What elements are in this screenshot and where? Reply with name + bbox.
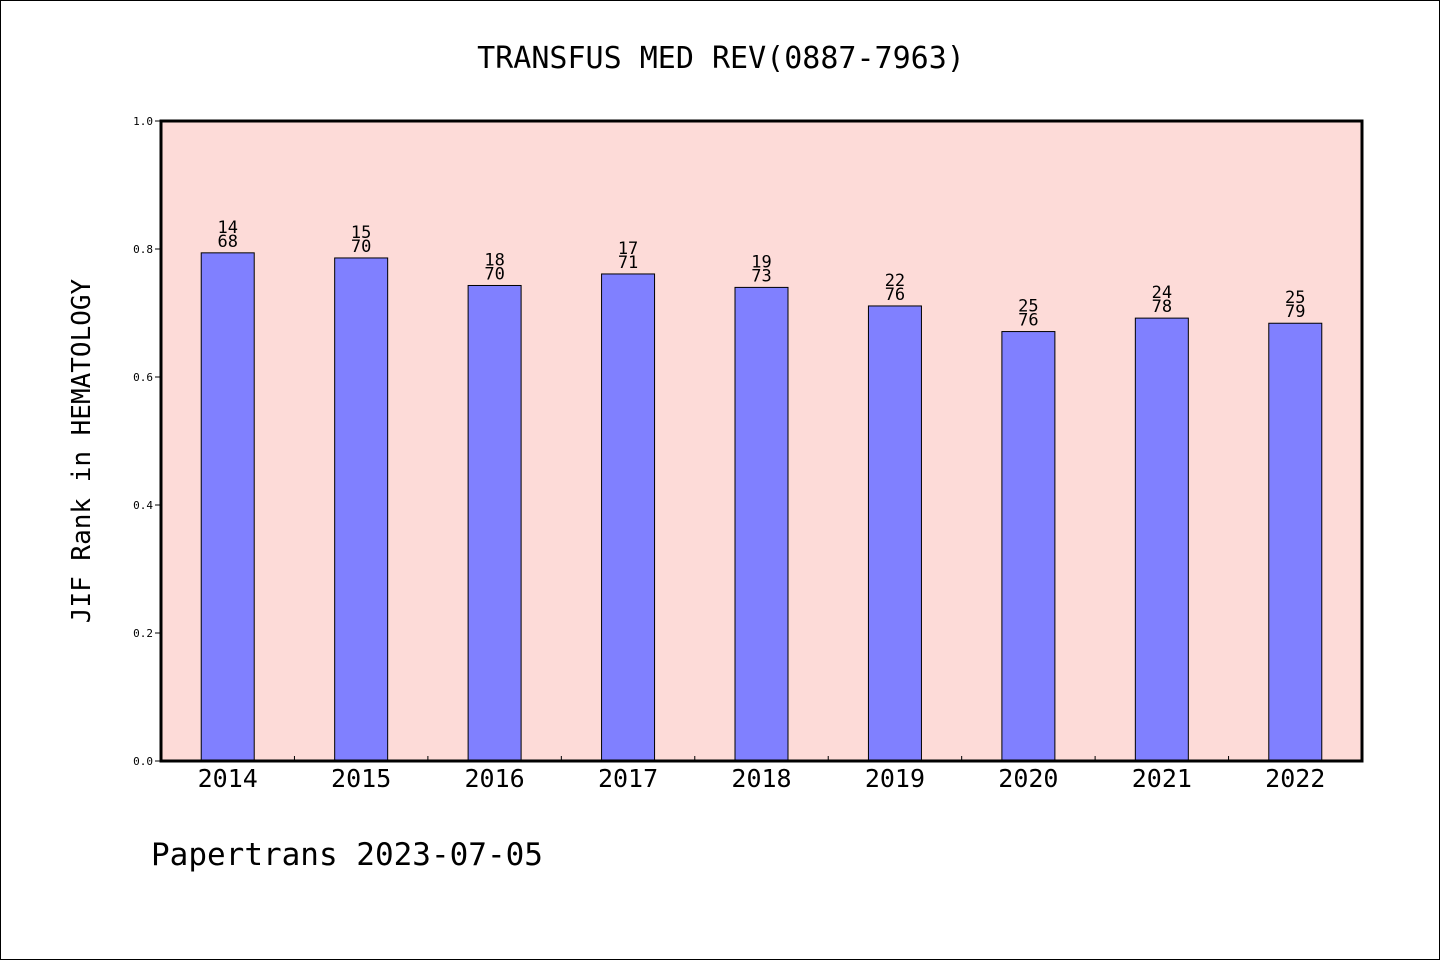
total-label: 76 [1018,311,1038,331]
rank-label: 22 [885,271,905,291]
rank-label: 15 [351,223,371,243]
total-label: 78 [1152,297,1172,317]
rank-label: 24 [1152,283,1172,303]
x-tick-label: 2018 [731,764,791,793]
total-label: 70 [484,264,504,284]
bar [601,273,656,762]
total-label: 71 [618,253,638,273]
y-tick-label: 0.0 [133,755,153,768]
rank-label: 14 [217,218,237,238]
total-label: 76 [885,285,905,305]
bar [200,252,255,762]
x-tick-label: 2021 [1132,764,1192,793]
total-label: 68 [217,232,237,252]
rank-label: 25 [1285,288,1305,308]
x-tick-label: 2022 [1265,764,1325,793]
rank-label: 17 [618,239,638,259]
y-tick-label: 0.6 [133,371,153,384]
y-tick-label: 0.2 [133,627,153,640]
rank-label: 19 [751,252,771,272]
plot-border [159,119,1364,763]
total-label: 79 [1285,302,1305,322]
chart-title: TRANSFUS MED REV(0887-7963) [477,41,965,76]
x-tick-label: 2020 [998,764,1058,793]
bars [200,252,1323,762]
total-label: 70 [351,237,371,257]
bar [334,257,389,762]
total-label: 73 [751,266,771,286]
bar [1268,322,1323,762]
rank-label: 25 [1018,297,1038,317]
y-tick-label: 1.0 [133,115,153,128]
x-tick-label: 2014 [198,764,258,793]
y-axis-label: JIF Rank in HEMATOLOGY [67,278,97,623]
bar [734,286,789,762]
x-tick-label: 2016 [465,764,525,793]
y-tick-label: 0.4 [133,499,153,512]
x-tick-label: 2019 [865,764,925,793]
bar [1134,317,1189,762]
x-tick-label: 2015 [331,764,391,793]
x-tick-label: 2017 [598,764,658,793]
x-axis: 2014 2015 2016 2017 2018 2019 2020 2021 2022 [198,756,1325,793]
bar [1001,331,1056,762]
bar [467,284,522,762]
y-axis: 0.0 0.2 0.4 0.6 0.8 1.0 [133,115,161,768]
bar [867,305,922,762]
footer-text: Papertrans 2023-07-05 [151,837,543,873]
y-tick-label: 0.8 [133,243,153,256]
rank-label: 18 [484,250,504,270]
